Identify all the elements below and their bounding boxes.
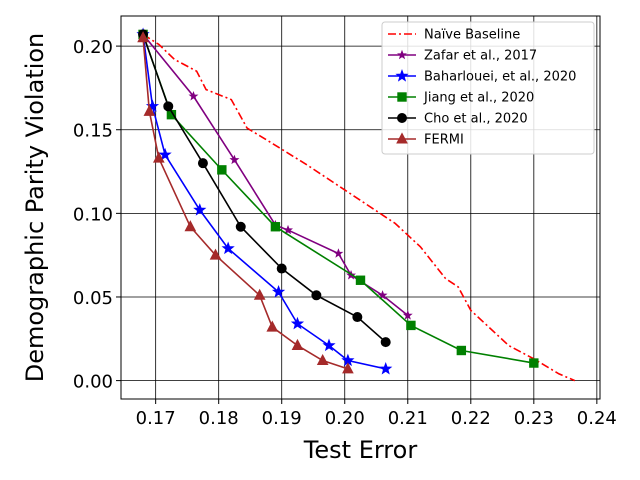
data-point <box>333 248 344 258</box>
data-point <box>235 221 246 232</box>
data-point <box>271 285 286 298</box>
data-point <box>291 338 304 350</box>
data-point <box>163 101 174 112</box>
plot-frame <box>120 15 601 400</box>
data-point <box>184 220 197 232</box>
data-point <box>197 158 208 169</box>
legend-marker <box>397 113 407 123</box>
y-axis-label: Demographic Parity Violation <box>21 33 49 383</box>
legend-label: Zafar et al., 2017 <box>424 49 537 64</box>
series-5 <box>137 31 354 374</box>
data-point <box>456 345 467 356</box>
series-layer <box>136 27 576 382</box>
legend-label: Naïve Baseline <box>424 28 520 43</box>
data-point <box>379 361 393 375</box>
legend-entry: Zafar et al., 2017 <box>388 49 537 64</box>
legend-marker <box>395 69 409 82</box>
data-point <box>266 320 279 332</box>
y-tick-label: 0.15 <box>73 121 113 142</box>
data-point <box>406 320 416 331</box>
legend-marker <box>396 132 408 144</box>
series-line <box>142 34 386 370</box>
data-point <box>352 312 363 323</box>
data-point <box>229 154 240 165</box>
data-point <box>311 290 322 301</box>
data-point <box>283 224 293 235</box>
legend-entry: Naïve Baseline <box>388 28 520 43</box>
data-point <box>152 151 165 163</box>
data-point <box>380 337 391 348</box>
x-axis-label: Test Error <box>303 436 418 464</box>
series-line <box>142 34 387 343</box>
data-point <box>322 338 336 352</box>
data-point <box>276 263 287 274</box>
legend-entry: Baharlouei, et al., 2020 <box>388 69 576 85</box>
y-tick-label: 0.10 <box>73 204 113 225</box>
x-tick-label: 0.19 <box>262 408 302 429</box>
series-line <box>142 37 349 370</box>
y-tick-label: 0.00 <box>73 372 113 393</box>
data-point <box>290 316 305 330</box>
x-tick-label: 0.24 <box>577 408 617 429</box>
legend-marker <box>397 92 407 102</box>
legend-box <box>381 21 595 155</box>
series-2 <box>136 27 393 375</box>
legend: Naïve Baseline Zafar et al., 2017 Baharlou… <box>381 21 595 155</box>
data-point <box>217 165 227 175</box>
legend-entry: Jiang et al., 2020 <box>388 91 534 106</box>
y-tick-label: 0.20 <box>73 37 113 58</box>
legend-entry: FERMI <box>388 132 464 148</box>
data-point <box>188 91 199 101</box>
data-point <box>355 275 366 285</box>
x-tick-label: 0.23 <box>514 408 554 429</box>
series-4 <box>138 29 391 348</box>
data-point <box>316 353 329 366</box>
x-tick-label: 0.21 <box>388 408 428 429</box>
x-tick-label: 0.18 <box>199 408 239 429</box>
tick-layer: 0.17 0.18 0.19 0.20 0.21 0.22 0.23 0.24 0.00 0.05… <box>73 37 617 429</box>
data-point <box>209 248 222 260</box>
series-1 <box>138 29 413 320</box>
data-point <box>253 288 266 300</box>
x-tick-label: 0.20 <box>325 408 365 429</box>
legend-marker <box>397 49 407 60</box>
series-0 <box>142 33 576 382</box>
data-point <box>193 203 207 216</box>
data-point <box>221 241 235 255</box>
data-point <box>143 104 156 116</box>
data-point <box>137 31 149 43</box>
x-tick-label: 0.22 <box>451 408 491 429</box>
legend-label: Baharlouei, et al., 2020 <box>424 70 576 85</box>
legend-entry: Cho et al., 2020 <box>388 112 528 127</box>
data-point <box>402 310 413 320</box>
legend-label: Cho et al., 2020 <box>424 112 528 127</box>
legend-label: FERMI <box>424 133 464 148</box>
legend-label: Jiang et al., 2020 <box>423 91 534 106</box>
data-point <box>158 147 172 161</box>
y-tick-label: 0.05 <box>73 288 113 309</box>
x-tick-label: 0.17 <box>136 408 176 429</box>
data-point <box>342 362 354 374</box>
series-line <box>142 33 576 382</box>
data-point <box>270 222 281 232</box>
series-line <box>142 33 409 317</box>
data-point <box>377 290 388 300</box>
data-point <box>529 358 539 368</box>
